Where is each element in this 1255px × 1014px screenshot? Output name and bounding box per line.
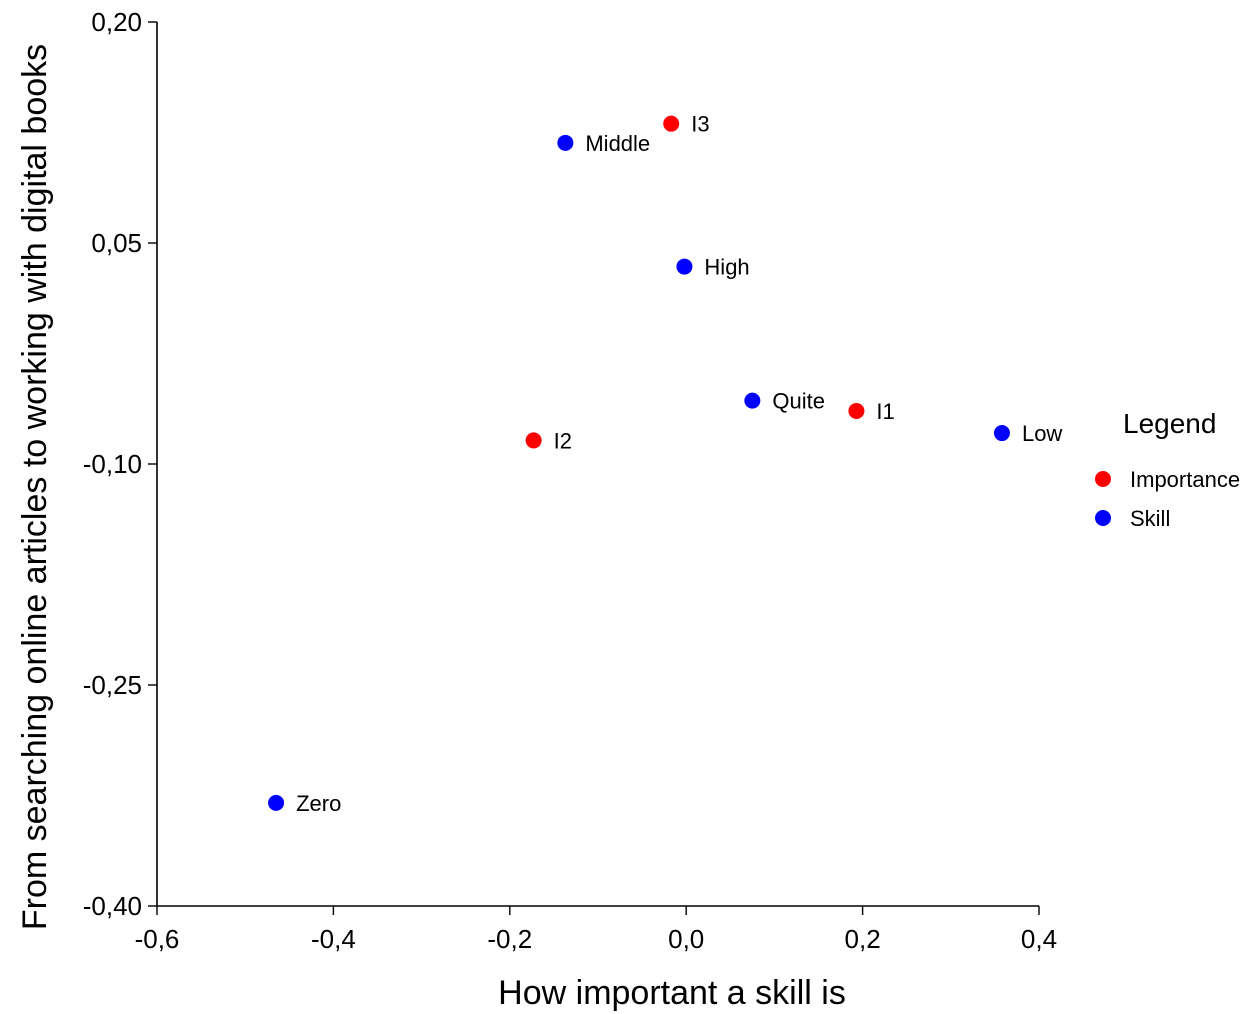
point-quite [744, 392, 761, 409]
legend-marker-skill [1095, 510, 1111, 526]
y-tick-label: 0,20 [91, 7, 142, 37]
x-tick-label: 0,0 [668, 924, 704, 954]
x-tick-label: 0,4 [1021, 924, 1057, 954]
data-points: I3 I1 I2 Middle High Quite Low Zero [268, 112, 1062, 816]
legend-label-skill: Skill [1130, 506, 1170, 531]
x-tick-label: -0,6 [135, 924, 180, 954]
point-i1 [848, 402, 865, 419]
point-label-i1: I1 [876, 399, 894, 424]
legend-title: Legend [1123, 408, 1216, 439]
legend: Legend Importance Skill [1095, 408, 1240, 531]
point-label-low: Low [1022, 421, 1062, 446]
x-axis-title: How important a skill is [498, 974, 846, 1012]
point-label-middle: Middle [585, 131, 650, 156]
point-label-high: High [704, 255, 749, 280]
y-axis-ticks: 0,20 0,05 -0,10 -0,25 -0,40 [83, 7, 157, 921]
y-tick-label: -0,10 [83, 449, 142, 479]
point-label-i3: I3 [691, 112, 709, 137]
x-axis-ticks: -0,6 -0,4 -0,2 0,0 0,2 0,4 [135, 906, 1057, 954]
point-label-i2: I2 [554, 428, 572, 453]
point-high [676, 258, 693, 275]
point-i2 [525, 432, 542, 449]
point-label-zero: Zero [296, 791, 341, 816]
point-middle [557, 134, 574, 151]
point-label-quite: Quite [772, 389, 825, 414]
point-zero [268, 794, 285, 811]
y-tick-label: 0,05 [91, 228, 142, 258]
y-tick-label: -0,40 [83, 891, 142, 921]
x-tick-label: -0,4 [311, 924, 356, 954]
point-low [993, 425, 1010, 442]
x-tick-label: -0,2 [487, 924, 532, 954]
point-i3 [663, 115, 680, 132]
x-tick-label: 0,2 [845, 924, 881, 954]
y-tick-label: -0,25 [83, 670, 142, 700]
legend-marker-importance [1095, 471, 1111, 487]
legend-label-importance: Importance [1130, 467, 1240, 492]
y-axis-title: From searching online articles to workin… [16, 44, 54, 930]
